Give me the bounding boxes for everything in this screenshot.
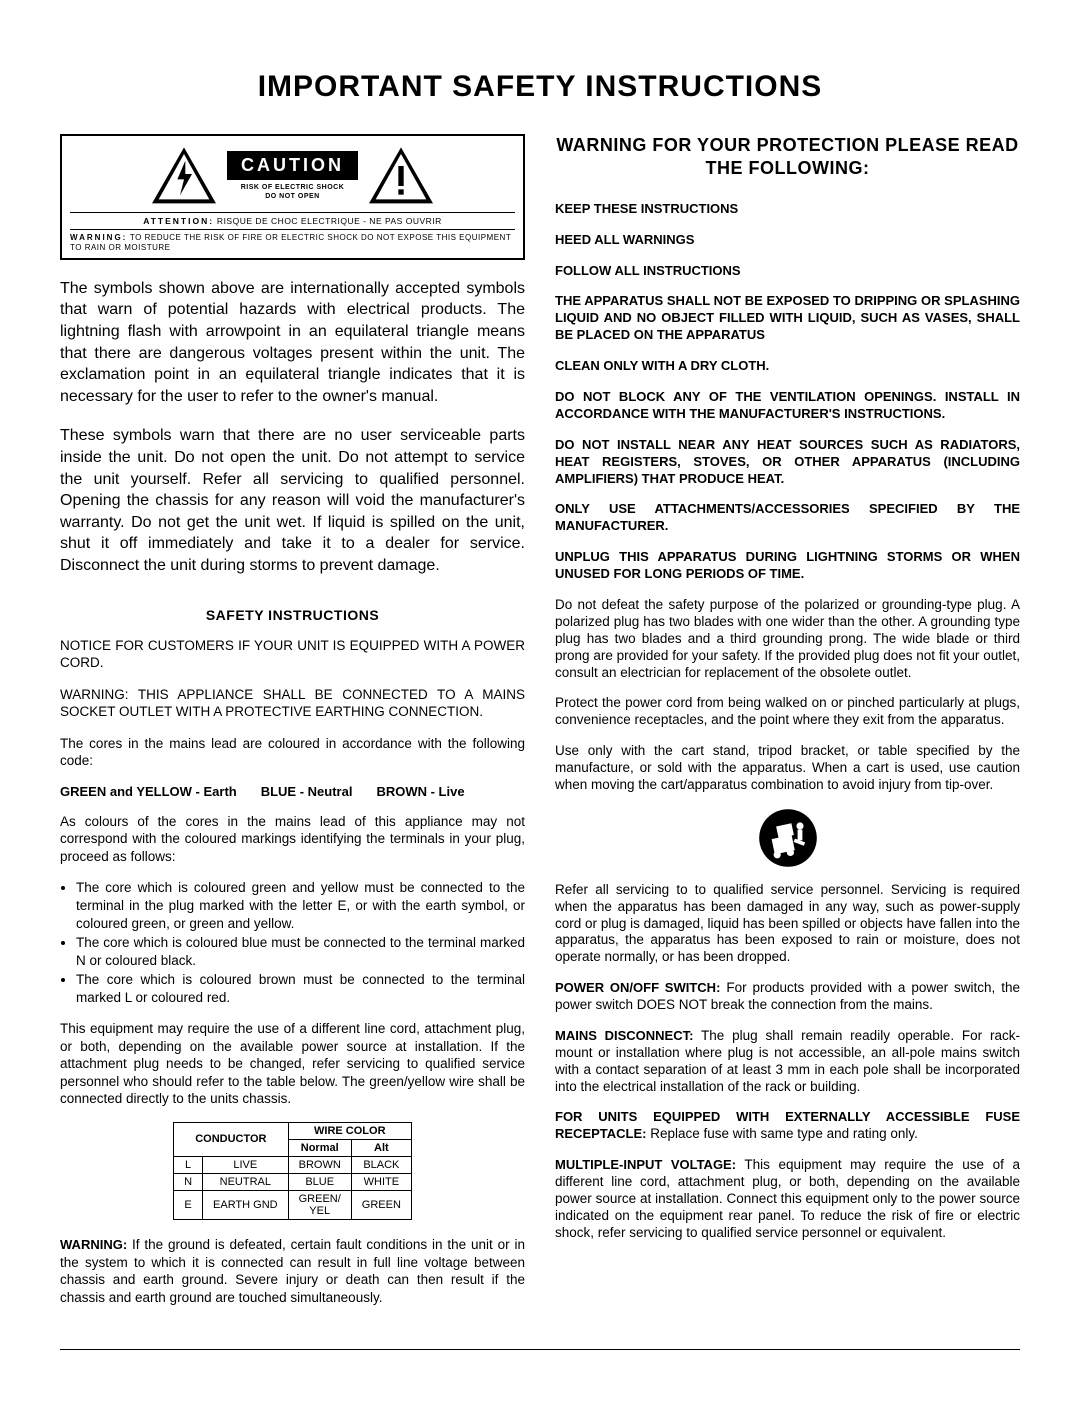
table-row: EEARTH GNDGREEN/ YELGREEN bbox=[174, 1190, 412, 1219]
ground-defeat-warning: WARNING: If the ground is defeated, cert… bbox=[60, 1236, 525, 1307]
power-cord-notice: NOTICE FOR CUSTOMERS IF YOUR UNIT IS EQU… bbox=[60, 637, 525, 672]
mains-disconnect-para: MAINS DISCONNECT: The plug shall remain … bbox=[555, 1028, 1020, 1096]
caution-label: CAUTION bbox=[227, 151, 358, 180]
fuse-receptacle-para: FOR UNITS EQUIPPED WITH EXTERNALLY ACCES… bbox=[555, 1109, 1020, 1143]
th-alt: Alt bbox=[351, 1139, 411, 1156]
th-wirecolor: WIRE COLOR bbox=[288, 1122, 411, 1139]
table-row: LLIVEBROWNBLACK bbox=[174, 1156, 412, 1173]
cart-stand-para: Use only with the cart stand, tripod bra… bbox=[555, 743, 1020, 794]
attention-line: ATTENTION: RISQUE DE CHOC ELECTRIQUE - N… bbox=[70, 212, 515, 230]
instruction-item: FOLLOW ALL INSTRUCTIONS bbox=[555, 263, 1020, 280]
servicing-para: Refer all servicing to to qualified serv… bbox=[555, 882, 1020, 966]
core-connection-list: The core which is coloured green and yel… bbox=[60, 879, 525, 1006]
multiple-input-voltage-para: MULTIPLE-INPUT VOLTAGE: This equipment m… bbox=[555, 1157, 1020, 1241]
instruction-item: DO NOT BLOCK ANY OF THE VENTILATION OPEN… bbox=[555, 389, 1020, 423]
code-neutral: BLUE - Neutral bbox=[261, 784, 353, 799]
code-live: BROWN - Live bbox=[376, 784, 464, 799]
wire-color-codes: GREEN and YELLOW - Earth BLUE - Neutral … bbox=[60, 784, 525, 799]
symbols-para-2: These symbols warn that there are no use… bbox=[60, 425, 525, 576]
lightning-triangle-icon bbox=[149, 146, 219, 206]
page-title: IMPORTANT SAFETY INSTRUCTIONS bbox=[60, 70, 1020, 104]
protection-heading: WARNING FOR YOUR PROTECTION PLEASE READ … bbox=[555, 134, 1020, 181]
instruction-item: THE APPARATUS SHALL NOT BE EXPOSED TO DR… bbox=[555, 293, 1020, 344]
cores-intro: The cores in the mains lead are coloured… bbox=[60, 735, 525, 770]
list-item: The core which is coloured green and yel… bbox=[76, 879, 525, 932]
th-conductor: CONDUCTOR bbox=[174, 1122, 289, 1156]
safety-instructions-heading: SAFETY INSTRUCTIONS bbox=[60, 607, 525, 623]
caution-box: CAUTION RISK OF ELECTRIC SHOCK DO NOT OP… bbox=[60, 134, 525, 260]
table-row: NNEUTRALBLUEWHITE bbox=[174, 1173, 412, 1190]
polarized-plug-para: Do not defeat the safety purpose of the … bbox=[555, 597, 1020, 681]
list-item: The core which is coloured blue must be … bbox=[76, 934, 525, 969]
content-columns: CAUTION RISK OF ELECTRIC SHOCK DO NOT OP… bbox=[60, 134, 1020, 1350]
code-earth: GREEN and YELLOW - Earth bbox=[60, 784, 237, 799]
caution-subtext: RISK OF ELECTRIC SHOCK DO NOT OPEN bbox=[227, 184, 358, 201]
colours-para: As colours of the cores in the mains lea… bbox=[60, 813, 525, 866]
th-normal: Normal bbox=[288, 1139, 351, 1156]
power-cord-para: Protect the power cord from being walked… bbox=[555, 695, 1020, 729]
mains-socket-warning: WARNING: THIS APPLIANCE SHALL BE CONNECT… bbox=[60, 686, 525, 721]
caution-warning-line: WARNING: TO REDUCE THE RISK OF FIRE OR E… bbox=[70, 230, 515, 254]
equipment-para: This equipment may require the use of a … bbox=[60, 1020, 525, 1108]
right-column: WARNING FOR YOUR PROTECTION PLEASE READ … bbox=[555, 134, 1020, 1321]
cart-tipover-icon bbox=[758, 808, 818, 868]
list-item: The core which is coloured brown must be… bbox=[76, 971, 525, 1006]
instruction-item: HEED ALL WARNINGS bbox=[555, 232, 1020, 249]
instruction-item: KEEP THESE INSTRUCTIONS bbox=[555, 201, 1020, 218]
instruction-item: UNPLUG THIS APPARATUS DURING LIGHTNING S… bbox=[555, 549, 1020, 583]
instruction-item: DO NOT INSTALL NEAR ANY HEAT SOURCES SUC… bbox=[555, 437, 1020, 488]
wire-color-table: CONDUCTOR WIRE COLOR Normal Alt LLIVEBRO… bbox=[173, 1122, 412, 1220]
exclamation-triangle-icon bbox=[366, 146, 436, 206]
instruction-item: CLEAN ONLY WITH A DRY CLOTH. bbox=[555, 358, 1020, 375]
left-column: CAUTION RISK OF ELECTRIC SHOCK DO NOT OP… bbox=[60, 134, 525, 1321]
power-switch-para: POWER ON/OFF SWITCH: For products provid… bbox=[555, 980, 1020, 1014]
symbols-para-1: The symbols shown above are internationa… bbox=[60, 278, 525, 408]
instruction-item: ONLY USE ATTACHMENTS/ACCESSORIES SPECIFI… bbox=[555, 501, 1020, 535]
